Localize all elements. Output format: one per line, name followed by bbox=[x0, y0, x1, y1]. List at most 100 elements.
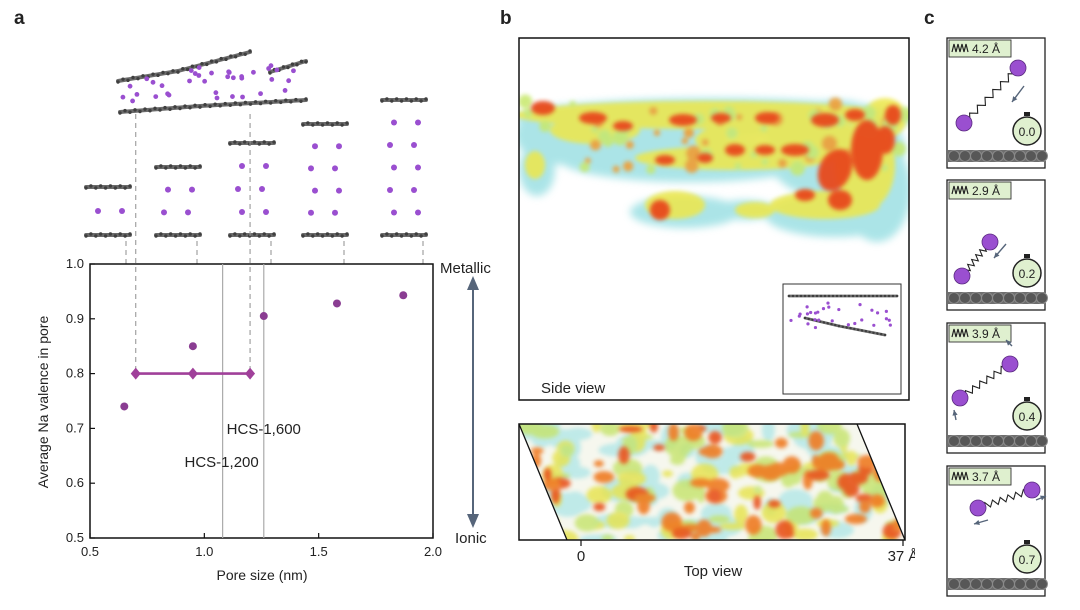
y-axis-label: Average Na valence in pore bbox=[35, 316, 51, 489]
side-view-density-map bbox=[519, 94, 909, 242]
arrowhead-icon bbox=[974, 520, 980, 526]
time-label: 0.0 bbox=[1019, 125, 1036, 139]
ionic-label: Ionic bbox=[455, 530, 487, 547]
y-tick-label: 0.8 bbox=[66, 366, 84, 381]
arrowhead-icon bbox=[1012, 96, 1018, 102]
trajectory-frame: 4.2 Å 0.0 bbox=[946, 37, 1048, 169]
range-marker bbox=[245, 367, 256, 380]
time-label: 0.7 bbox=[1019, 553, 1036, 567]
sodium-atom bbox=[955, 114, 973, 132]
arrow-up-icon bbox=[467, 276, 479, 290]
data-point bbox=[399, 291, 408, 300]
sodium-atom bbox=[1001, 355, 1019, 373]
distance-label: 3.9 Å bbox=[972, 326, 1000, 341]
arrowhead-icon bbox=[994, 252, 1000, 258]
panel-a: 0.5 1.0 1.5 2.0 0.5 0.6 0.7 0.8 0.9 1.0 Pore size… bbox=[35, 49, 491, 583]
panel-c: 4.2 Å 0.0 2.9 Å 0.2 3.9 Å 0.4 3.7 Å 0.7 bbox=[946, 37, 1048, 597]
axis-ticks: 0.5 1.0 1.5 2.0 0.5 0.6 0.7 0.8 0.9 1.0 bbox=[66, 256, 442, 559]
stopwatch-icon: 0.7 bbox=[1012, 540, 1042, 574]
y-tick-label: 1.0 bbox=[66, 256, 84, 271]
trajectory-frame: 2.9 Å 0.2 bbox=[946, 179, 1048, 311]
panel-label-a: a bbox=[14, 8, 25, 29]
range-series bbox=[130, 367, 256, 380]
distance-badge: 3.9 Å bbox=[948, 324, 1012, 343]
range-marker bbox=[187, 367, 198, 380]
panel-b: Side view 0 37 Å Top view bbox=[518, 37, 915, 580]
pore-structure bbox=[301, 121, 349, 238]
hcs-1600-label: HCS-1,600 bbox=[227, 421, 301, 438]
data-point bbox=[259, 312, 268, 321]
distance-badge: 3.7 Å bbox=[948, 467, 1012, 486]
x-tick-label: 1.0 bbox=[195, 544, 213, 559]
time-label: 0.4 bbox=[1019, 410, 1036, 424]
spring-icon bbox=[951, 43, 969, 53]
spring-icon bbox=[951, 185, 969, 195]
scale-end-label: 37 Å bbox=[888, 548, 915, 565]
data-point bbox=[332, 299, 341, 308]
y-tick-label: 0.9 bbox=[66, 311, 84, 326]
y-tick-label: 0.5 bbox=[66, 530, 84, 545]
x-tick-label: 0.5 bbox=[81, 544, 99, 559]
panel-label-c: c bbox=[924, 8, 935, 29]
metallic-label: Metallic bbox=[440, 260, 491, 277]
spring-icon bbox=[951, 471, 969, 481]
graphite-sheet bbox=[947, 435, 1048, 447]
sodium-atom bbox=[1009, 59, 1027, 77]
sodium-atom bbox=[953, 267, 971, 285]
bond-spring bbox=[963, 65, 1017, 124]
top-view-label: Top view bbox=[684, 563, 743, 580]
time-label: 0.2 bbox=[1019, 267, 1036, 281]
pore-structure bbox=[380, 97, 428, 238]
plot-frame bbox=[89, 263, 434, 539]
sodium-atom bbox=[951, 389, 969, 407]
pore-structure bbox=[154, 164, 202, 238]
pore-structure bbox=[228, 140, 276, 238]
sodium-atom bbox=[1023, 481, 1041, 499]
data-points bbox=[120, 291, 408, 411]
panel-label-b: b bbox=[500, 8, 512, 29]
stopwatch-icon: 0.0 bbox=[1012, 112, 1042, 146]
x-axis-label: Pore size (nm) bbox=[216, 567, 307, 583]
scale-start-label: 0 bbox=[577, 548, 585, 565]
x-tick-label: 2.0 bbox=[424, 544, 442, 559]
range-marker bbox=[130, 367, 141, 380]
sodium-atom bbox=[969, 499, 987, 517]
distance-label: 4.2 Å bbox=[972, 41, 1000, 56]
disordered-structure bbox=[116, 49, 308, 115]
side-view-label: Side view bbox=[541, 380, 605, 397]
distance-badge: 2.9 Å bbox=[948, 181, 1012, 200]
data-point bbox=[188, 342, 197, 351]
top-view-frame bbox=[518, 423, 906, 541]
stopwatch-icon: 0.4 bbox=[1012, 397, 1042, 431]
sodium-atom bbox=[981, 233, 999, 251]
top-view-density-map bbox=[519, 424, 905, 540]
data-point bbox=[120, 402, 129, 411]
inset-atoms bbox=[787, 294, 899, 337]
structure-dash-lines bbox=[125, 114, 424, 374]
distance-label: 3.7 Å bbox=[972, 469, 1000, 484]
arrowhead-icon bbox=[1040, 495, 1046, 501]
pore-size-lines bbox=[222, 264, 265, 538]
stopwatch-icon: 0.2 bbox=[1012, 254, 1042, 288]
arrow-down-icon bbox=[467, 514, 479, 528]
distance-label: 2.9 Å bbox=[972, 183, 1000, 198]
graphite-sheet bbox=[947, 292, 1048, 304]
arrowhead-icon bbox=[952, 410, 958, 416]
graphite-sheet bbox=[947, 150, 1048, 162]
spring-icon bbox=[951, 328, 969, 338]
cell-edge-right bbox=[856, 423, 906, 541]
arrowhead-icon bbox=[1006, 340, 1012, 346]
side-view-frame bbox=[518, 37, 910, 401]
pore-structure bbox=[84, 184, 132, 238]
inset-structure bbox=[782, 283, 902, 395]
trajectory-frame: 3.7 Å 0.7 bbox=[946, 465, 1048, 597]
distance-badge: 4.2 Å bbox=[948, 39, 1012, 58]
trajectory-frame: 3.9 Å 0.4 bbox=[946, 322, 1048, 454]
cell-edge-left bbox=[518, 423, 568, 541]
y-tick-label: 0.6 bbox=[66, 475, 84, 490]
x-tick-label: 1.5 bbox=[310, 544, 328, 559]
pore-structures bbox=[84, 49, 428, 238]
hcs-1200-label: HCS-1,200 bbox=[185, 454, 259, 471]
y-tick-label: 0.7 bbox=[66, 420, 84, 435]
graphite-sheet bbox=[947, 578, 1048, 590]
